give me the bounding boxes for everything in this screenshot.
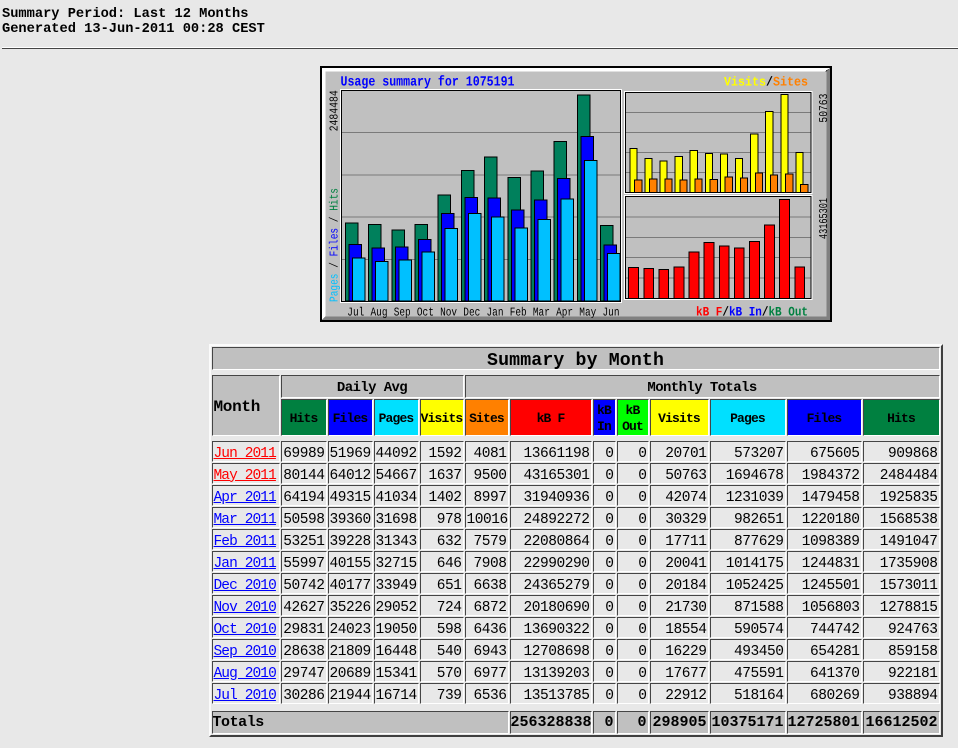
svg-text:2484484: 2484484 xyxy=(328,90,342,131)
svg-text:43165301: 43165301 xyxy=(817,198,831,239)
svg-text:Nov: Nov xyxy=(440,306,457,320)
svg-text:Dec: Dec xyxy=(463,306,480,320)
svg-text:Visits/Sites: Visits/Sites xyxy=(724,75,808,90)
svg-text:Usage summary for 1075191: Usage summary for 1075191 xyxy=(341,75,515,91)
svg-text:Oct: Oct xyxy=(417,306,434,320)
svg-text:Feb: Feb xyxy=(510,306,527,320)
svg-text:Jul: Jul xyxy=(347,306,364,320)
svg-text:Jan: Jan xyxy=(487,306,504,320)
svg-text:50763: 50763 xyxy=(817,94,831,123)
svg-text:Jun: Jun xyxy=(603,306,620,320)
svg-text:Mar: Mar xyxy=(533,306,550,320)
svg-text:Aug: Aug xyxy=(371,306,388,320)
svg-text:Sep: Sep xyxy=(394,306,411,320)
svg-text:May: May xyxy=(579,306,596,320)
svg-text:Pages / Files / Hits: Pages / Files / Hits xyxy=(328,188,342,302)
svg-text:kB F/kB In/kB Out: kB F/kB In/kB Out xyxy=(696,305,808,320)
svg-text:Apr: Apr xyxy=(556,306,573,320)
